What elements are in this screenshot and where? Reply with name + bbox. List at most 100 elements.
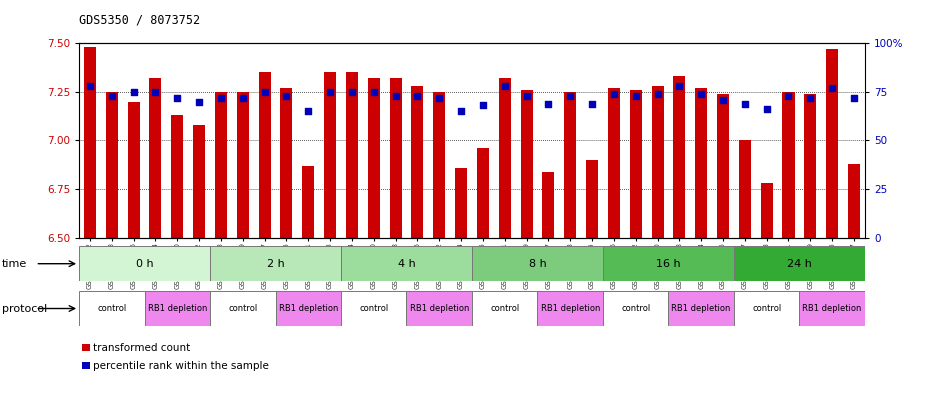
Point xyxy=(300,108,315,114)
Bar xyxy=(804,94,817,238)
Text: protocol: protocol xyxy=(2,303,47,314)
Text: transformed count: transformed count xyxy=(93,343,191,353)
Bar xyxy=(237,92,248,238)
Bar xyxy=(542,172,554,238)
Bar xyxy=(734,246,865,281)
Point xyxy=(759,106,774,112)
Text: control: control xyxy=(228,304,258,313)
Bar xyxy=(652,86,663,238)
Point xyxy=(104,93,119,99)
Bar xyxy=(150,78,162,238)
Point xyxy=(541,100,556,107)
Bar xyxy=(673,76,685,238)
Point xyxy=(148,89,163,95)
Text: RB1 depletion: RB1 depletion xyxy=(540,304,600,313)
Text: RB1 depletion: RB1 depletion xyxy=(803,304,862,313)
Bar xyxy=(472,246,603,281)
Point xyxy=(650,91,665,97)
Bar xyxy=(210,291,275,326)
Bar xyxy=(761,183,773,238)
Point xyxy=(235,95,250,101)
Point xyxy=(671,83,686,89)
Bar xyxy=(390,78,402,238)
Bar xyxy=(275,291,341,326)
Point xyxy=(606,91,621,97)
Bar xyxy=(193,125,206,238)
Point xyxy=(388,93,403,99)
Point xyxy=(825,85,840,91)
Point xyxy=(366,89,381,95)
Point xyxy=(715,97,730,103)
Bar xyxy=(696,88,707,238)
Bar xyxy=(477,148,489,238)
Text: RB1 depletion: RB1 depletion xyxy=(148,304,207,313)
Bar xyxy=(565,92,577,238)
Bar xyxy=(734,291,800,326)
Bar xyxy=(406,291,472,326)
Bar xyxy=(586,160,598,238)
Text: 2 h: 2 h xyxy=(267,259,285,269)
Point xyxy=(475,102,490,108)
Bar xyxy=(171,115,183,238)
Point xyxy=(344,89,359,95)
Text: control: control xyxy=(490,304,519,313)
Point xyxy=(432,95,446,101)
Point xyxy=(279,93,294,99)
Bar xyxy=(324,72,336,238)
Bar xyxy=(144,291,210,326)
Bar xyxy=(521,90,533,238)
Point xyxy=(585,100,600,107)
Text: GDS5350 / 8073752: GDS5350 / 8073752 xyxy=(79,14,200,27)
Text: 24 h: 24 h xyxy=(787,259,812,269)
Bar xyxy=(717,94,729,238)
Bar xyxy=(341,291,406,326)
Bar xyxy=(669,291,734,326)
Bar xyxy=(210,246,341,281)
Bar xyxy=(281,88,292,238)
Bar xyxy=(302,166,314,238)
Bar xyxy=(826,49,838,238)
Point xyxy=(214,95,229,101)
Bar xyxy=(411,86,423,238)
Bar xyxy=(127,101,140,238)
Point xyxy=(519,93,534,99)
Bar xyxy=(433,92,445,238)
Text: 8 h: 8 h xyxy=(528,259,546,269)
Text: percentile rank within the sample: percentile rank within the sample xyxy=(93,361,269,371)
Text: 4 h: 4 h xyxy=(398,259,416,269)
Bar xyxy=(800,291,865,326)
Bar xyxy=(79,246,210,281)
Bar xyxy=(630,90,642,238)
Point xyxy=(694,91,709,97)
Text: control: control xyxy=(752,304,781,313)
Point xyxy=(454,108,469,114)
Bar xyxy=(215,92,227,238)
Point xyxy=(846,95,861,101)
Point xyxy=(323,89,338,95)
Text: control: control xyxy=(621,304,650,313)
Bar xyxy=(367,78,379,238)
Point xyxy=(781,93,796,99)
Text: time: time xyxy=(2,259,27,269)
Point xyxy=(126,89,141,95)
Point xyxy=(192,98,206,105)
Bar xyxy=(341,246,472,281)
Bar xyxy=(498,78,511,238)
Text: 16 h: 16 h xyxy=(657,259,681,269)
Point xyxy=(498,83,512,89)
Bar xyxy=(608,88,620,238)
Bar xyxy=(455,168,467,238)
Bar xyxy=(538,291,603,326)
Bar xyxy=(259,72,271,238)
Point xyxy=(170,95,185,101)
Point xyxy=(258,89,272,95)
Point xyxy=(737,100,752,107)
Bar xyxy=(346,72,358,238)
Bar xyxy=(472,291,538,326)
Bar xyxy=(603,291,669,326)
Point xyxy=(803,95,817,101)
Text: control: control xyxy=(359,304,389,313)
Point xyxy=(563,93,578,99)
Point xyxy=(410,93,425,99)
Point xyxy=(83,83,98,89)
